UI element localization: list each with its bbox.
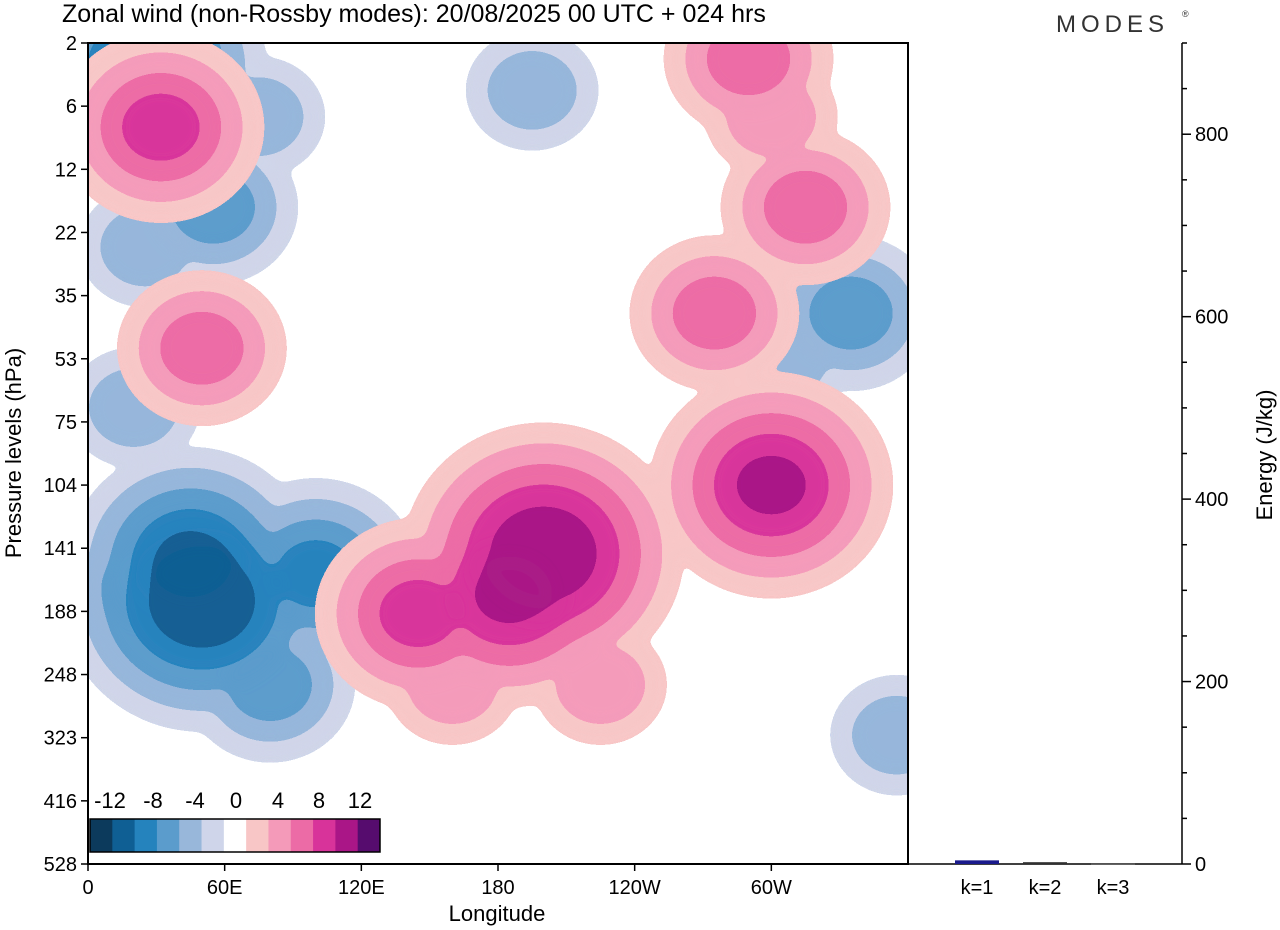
colorbar-swatch [290,819,314,852]
y-axis: 2 6 12 22 35 53 75 104 141 188 248 323 416 528 [44,33,88,876]
colorbar-label: -12 [94,788,126,813]
wind-feature [808,275,894,351]
positive-contour-band [500,516,587,592]
colorbar-swatch [335,819,359,852]
energy-category-label: k=1 [961,877,994,899]
y-tick-label: 104 [44,475,77,497]
x-tick-label: 180 [481,877,514,899]
y-tick-label: 35 [55,286,77,308]
brand-logo: MODES [1056,11,1169,38]
colorbar-swatch [313,819,336,852]
y-tick-label: 22 [55,222,77,244]
colorbar-swatch [268,819,292,852]
wind-feature [158,563,245,639]
x-tick-label: 120W [609,877,661,899]
energy-category-label: k=3 [1097,877,1130,899]
x-tick-label: 0 [82,877,93,899]
wind-feature [671,275,758,351]
chart-title: Zonal wind (non-Rossby modes): 20/08/202… [62,0,766,28]
energy-bar [955,860,999,864]
x-tick-label: 120E [338,877,385,899]
colorbar-swatch [357,819,381,852]
y-tick-label: 323 [44,728,77,750]
wind-field [88,43,908,864]
colorbar-label: 0 [230,788,242,813]
colorbar-swatch [90,819,113,852]
colorbar-swatch [134,819,158,852]
energy-bar [1091,863,1135,865]
x-tick-label: 60E [207,877,243,899]
y-tick-label: 416 [44,791,77,813]
wind-feature [762,169,849,245]
colorbar-label: -4 [185,788,205,813]
energy-tick-label: 800 [1195,124,1228,146]
wind-feature [557,647,644,723]
wind-feature [227,647,314,723]
negative-contour-band [158,563,245,639]
colorbar-swatch [246,819,269,852]
y-tick-label: 53 [55,349,77,371]
energy-panel: 0 200 400 600 800 k=1 k=2 k=3 [908,42,1228,899]
energy-tick-label: 600 [1195,307,1228,329]
colorbar-label: 12 [348,788,372,813]
colorbar-swatch [112,819,136,852]
energy-bar [1023,862,1067,864]
wind-feature [705,43,792,97]
wind-feature [158,310,245,386]
wind-feature [375,576,462,651]
x-tick-label: 60W [751,877,792,899]
colorbar-swatch [156,819,180,852]
y-tick-label: 141 [44,538,77,560]
y-tick-label: 248 [44,665,77,687]
colorbar-swatch [201,819,225,852]
wind-feature [728,447,815,523]
y-tick-label: 188 [44,601,77,623]
y-tick-label: 528 [44,854,77,876]
colorbar-label: 4 [272,788,284,813]
wind-feature [853,697,908,773]
energy-axis-label: Energy (J/kg) [1252,390,1277,521]
brand-registered-mark: ® [1182,9,1189,19]
y-tick-label: 12 [55,159,77,181]
x-axis: 0 60E 120E 180 120W 60W [82,864,792,899]
wind-feature [117,89,204,165]
energy-category-label: k=2 [1029,877,1062,899]
colorbar: -12 -8 -4 0 4 8 12 [89,788,381,853]
y-tick-label: 6 [66,96,77,118]
wind-feature [102,209,188,285]
positive-contour-band [466,447,815,632]
energy-tick-label: 200 [1195,672,1228,694]
energy-tick-label: 0 [1195,854,1206,876]
x-axis-label: Longitude [449,901,546,926]
y-tick-label: 75 [55,412,77,434]
energy-tick-label: 400 [1195,489,1228,511]
wind-feature [500,516,587,592]
colorbar-swatch [179,819,203,852]
colorbar-swatch [223,819,247,852]
y-tick-label: 2 [66,33,77,55]
y-axis-label: Pressure levels (hPa) [1,348,26,558]
colorbar-label: -8 [143,788,163,813]
colorbar-label: 8 [313,788,325,813]
wind-feature [489,52,576,128]
